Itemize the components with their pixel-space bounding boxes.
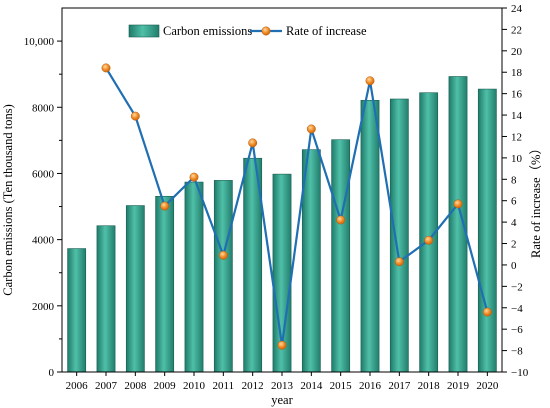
x-axis-title: year	[271, 393, 293, 407]
y2-tick-label: 18	[511, 67, 523, 79]
y2-tick-label: 8	[511, 174, 517, 186]
y2-tick-label: 20	[511, 46, 523, 58]
x-tick-label: 2007	[95, 380, 118, 392]
rate-point-2007	[101, 63, 111, 73]
y-tick-label: 6000	[32, 168, 55, 180]
rate-point-2017	[394, 257, 404, 267]
rate-point-2010	[189, 172, 199, 182]
x-tick-label: 2011	[213, 380, 235, 392]
x-tick-label: 2018	[418, 380, 441, 392]
rate-line	[101, 63, 492, 350]
y-axis-title: Carbon emissions (Ten thousand tons)	[1, 104, 15, 295]
legend: Carbon emissions Rate of increase	[128, 24, 367, 38]
bar-2008	[125, 205, 145, 373]
rate-line-path	[105, 67, 489, 346]
bar-2017	[389, 98, 409, 373]
y2-tick-label: −8	[511, 346, 523, 358]
x-tick-label: 2012	[242, 380, 264, 392]
x-tick-label: 2020	[476, 380, 499, 392]
bar-2007	[96, 225, 116, 373]
rate-point-2018	[424, 235, 434, 245]
ticks: 0200040006000800010,000−10−8−6−4−2024681…	[24, 3, 529, 392]
y2-tick-label: −4	[511, 303, 523, 315]
legend-swatch-rate-marker	[261, 26, 271, 36]
y-tick-label: 8000	[32, 102, 55, 114]
y2-tick-label: −10	[511, 367, 529, 379]
y2-tick-label: −6	[511, 324, 523, 336]
x-tick-label: 2008	[124, 380, 147, 392]
y2-tick-label: 24	[511, 3, 523, 15]
x-tick-label: 2015	[330, 380, 353, 392]
y2-tick-label: 6	[511, 196, 517, 208]
legend-label-carbon-emissions: Carbon emissions	[163, 24, 252, 38]
rate-point-2016	[365, 76, 375, 86]
y-tick-label: 10,000	[24, 36, 55, 48]
x-tick-label: 2006	[66, 380, 89, 392]
x-tick-label: 2017	[388, 380, 411, 392]
bar-2020	[477, 88, 497, 373]
y-tick-label: 4000	[32, 235, 55, 247]
x-tick-label: 2010	[183, 380, 206, 392]
bar-2009	[155, 195, 175, 373]
y2-tick-label: 4	[511, 217, 517, 229]
rate-point-2015	[336, 215, 346, 225]
rate-point-2011	[218, 250, 228, 260]
y-tick-label: 0	[49, 367, 55, 379]
y-tick-label: 2000	[32, 301, 55, 313]
y2-tick-label: 2	[511, 239, 517, 251]
x-tick-label: 2014	[300, 380, 323, 392]
rate-point-2009	[160, 201, 170, 211]
x-tick-label: 2019	[447, 380, 470, 392]
y2-tick-label: 10	[511, 153, 523, 165]
y2-axis-title: Rate of increase（%）	[529, 142, 543, 258]
bars	[67, 76, 497, 373]
y2-tick-label: 0	[511, 260, 517, 272]
legend-swatch-carbon-emissions	[128, 24, 160, 38]
bar-2016	[360, 100, 380, 373]
x-tick-label: 2016	[359, 380, 382, 392]
rate-point-2014	[306, 124, 316, 134]
y2-tick-label: −2	[511, 281, 523, 293]
bar-2015	[331, 139, 351, 373]
bar-2006	[67, 248, 87, 373]
bar-2010	[184, 181, 204, 373]
rate-point-2012	[248, 138, 258, 148]
x-tick-label: 2009	[154, 380, 177, 392]
rate-point-2020	[482, 307, 492, 317]
x-tick-label: 2013	[271, 380, 294, 392]
bar-2011	[213, 180, 233, 373]
rate-point-2013	[277, 340, 287, 350]
y2-tick-label: 12	[511, 131, 522, 143]
rate-point-2019	[453, 199, 463, 209]
y2-tick-label: 16	[511, 89, 523, 101]
legend-label-rate-of-increase: Rate of increase	[286, 24, 367, 38]
rate-point-2008	[130, 111, 140, 121]
y2-tick-label: 22	[511, 24, 522, 36]
y2-tick-label: 14	[511, 110, 523, 122]
